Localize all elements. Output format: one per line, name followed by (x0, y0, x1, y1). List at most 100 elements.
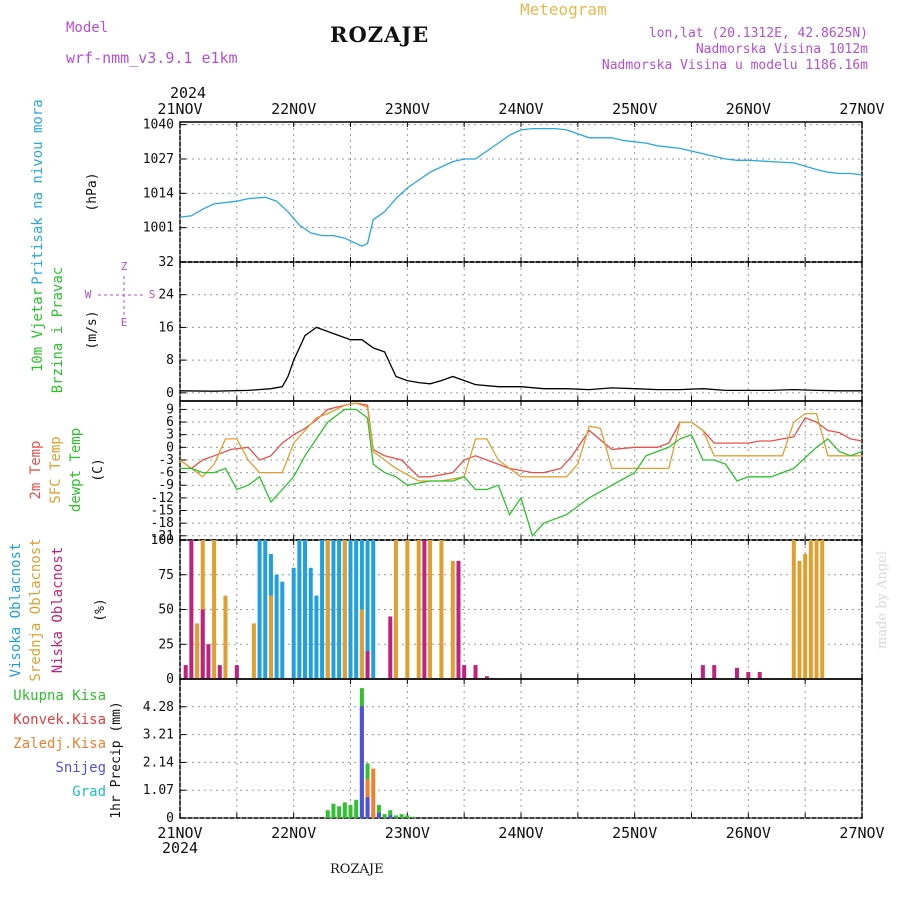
y-tick-label: 9 (166, 402, 174, 417)
bar-mid_cloud (808, 540, 813, 679)
wind-axis-label-2: Brzina i Pravac (50, 267, 66, 393)
bar-high_cloud (263, 540, 268, 679)
lonlat-label: lon,lat (20.1312E, 42.8625N) (648, 26, 868, 41)
bar-high_cloud (320, 540, 325, 679)
series-line-pressure (179, 127, 863, 247)
y-tick-label: -3 (158, 453, 174, 468)
precip-legend-2: Zaledj.Kisa (13, 736, 106, 752)
series-line-dewpoint (180, 408, 863, 538)
compass-z: Z (121, 260, 128, 273)
panel-frame-precipitation (179, 678, 863, 819)
bar-mid_cloud (814, 540, 819, 679)
bar-high_cloud (365, 540, 370, 679)
watermark-text: made by Angel (875, 551, 890, 649)
y-tick-label: 8 (166, 353, 174, 368)
y-tick-label: -18 (151, 516, 174, 531)
x-tick-label-top: 26NOV (726, 100, 771, 118)
bar-mid_cloud (195, 623, 200, 679)
bar-low_cloud (746, 672, 751, 679)
bar-low_cloud (217, 665, 222, 679)
bar-total_precip (382, 814, 387, 818)
x-tick-label-bottom: 26NOV (726, 824, 771, 842)
bar-high_cloud (314, 595, 319, 679)
compass-e: E (121, 316, 128, 329)
bar-mid_cloud (342, 540, 347, 679)
bar-low_cloud (365, 651, 370, 679)
bar-snow (388, 815, 393, 818)
y-tick-label: 1040 (143, 118, 174, 133)
bar-low_cloud (473, 665, 478, 679)
temp-unit-label: (C) (91, 458, 106, 481)
bar-high_cloud (274, 574, 279, 679)
x-tick-label-bottom: 27NOV (839, 824, 884, 842)
wind-unit-label: (m/s) (85, 310, 100, 349)
bar-mid_cloud (393, 540, 398, 679)
y-tick-label: 75 (158, 568, 174, 583)
bar-low_cloud (757, 672, 762, 679)
bar-total_precip (399, 814, 404, 818)
bar-mid_cloud (797, 560, 802, 679)
bar-total_precip (411, 816, 416, 818)
y-tick-label: 2.14 (143, 755, 174, 770)
panel-frame-wind (179, 261, 863, 402)
y-tick-label: 0 (166, 672, 174, 687)
panel-frame-pressure (179, 121, 863, 263)
bar-total_precip (337, 806, 342, 818)
x-tick-label-top: 24NOV (498, 100, 543, 118)
y-tick-label: 100 (151, 533, 174, 548)
wind-axis-label-1: 10m Vjetar (30, 288, 46, 372)
bar-low_cloud (206, 644, 211, 679)
y-tick-label: -6 (158, 466, 174, 481)
bar-high_cloud (297, 540, 302, 679)
bar-low_cloud (183, 665, 188, 679)
y-tick-label: -9 (158, 478, 174, 493)
year-label-bottom: 2024 (162, 839, 198, 857)
compass-s: S (149, 288, 156, 301)
pressure-axis-label: Pritisak na nivou mora (30, 99, 46, 284)
elevation-label: Nadmorska Visina 1012m (695, 42, 868, 57)
y-tick-label: 1001 (143, 221, 174, 236)
y-tick-label: -12 (151, 491, 174, 506)
precip-unit-label: 1hr Precip (mm) (109, 701, 124, 818)
bar-frozen_precip (371, 768, 376, 818)
bar-snow (365, 797, 370, 818)
x-tick-label-top: 25NOV (612, 100, 657, 118)
y-tick-label: 32 (158, 255, 174, 270)
bar-mid_cloud (223, 595, 228, 679)
y-tick-label: 50 (158, 603, 174, 618)
footer-station-label: ROZAJE (330, 862, 384, 877)
precip-legend-3: Snijeg (55, 760, 106, 776)
y-tick-label: 1027 (143, 152, 174, 167)
bar-total_precip (331, 803, 336, 818)
bar-low_cloud (734, 667, 739, 679)
model-elevation-label: Nadmorska Visina u modelu 1186.16m (601, 58, 868, 73)
bar-low_cloud (200, 609, 205, 679)
bar-snow (376, 812, 381, 818)
pressure-unit-label: (hPa) (85, 172, 100, 211)
bar-high_cloud (348, 540, 353, 679)
bar-mid_cloud (450, 560, 455, 679)
precip-legend-4: Grad (72, 784, 106, 800)
bar-high_cloud (303, 540, 308, 679)
bar-mid_cloud (251, 623, 256, 679)
cloud-axis-label-high: Visoka Oblacnost (8, 543, 24, 678)
series-line-sfc_temp (179, 402, 862, 482)
y-tick-label: 16 (158, 320, 174, 335)
y-tick-label: 4.28 (143, 700, 174, 715)
temp-axis-label-dewpt: dewpt Temp (68, 428, 84, 512)
page-title: ROZAJE (330, 22, 430, 47)
cloud-axis-label-low: Niska Oblacnost (50, 547, 66, 673)
bar-mid_cloud (405, 540, 410, 679)
cloud-axis-label-mid: Srednja Oblacnost (28, 538, 44, 681)
bar-mid_cloud (820, 540, 825, 679)
bar-high_cloud (280, 581, 285, 679)
y-tick-label: 0 (166, 811, 174, 826)
bar-high_cloud (354, 540, 359, 679)
x-tick-label-top: 22NOV (271, 100, 316, 118)
bar-low_cloud (484, 676, 489, 679)
model-name: wrf-nmm_v3.9.1 e1km (66, 49, 238, 67)
y-tick-label: -15 (151, 504, 174, 519)
bar-high_cloud (291, 567, 296, 679)
x-tick-label-top: 23NOV (385, 100, 430, 118)
x-tick-label-bottom: 24NOV (498, 824, 543, 842)
